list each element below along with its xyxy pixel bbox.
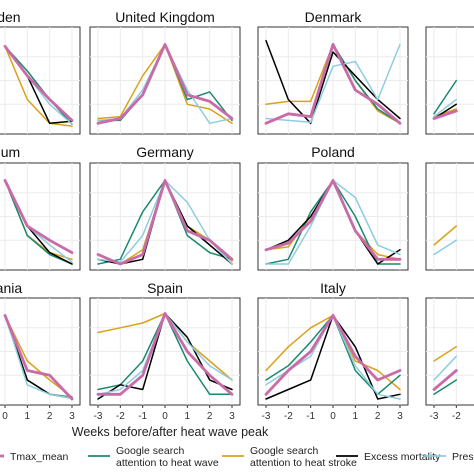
series-line-press <box>4 314 73 399</box>
panels-layer: eden United Kingdom Denmark Mgium Germany Pol… <box>0 9 474 422</box>
legend-label: Google search <box>250 445 318 457</box>
series-line-press <box>265 43 401 124</box>
x-tick-label: -3 <box>262 411 271 422</box>
panel: Germany <box>89 144 241 271</box>
x-tick-label: -3 <box>430 411 439 422</box>
panel-title: Spain <box>147 280 183 296</box>
series-line-heatwave <box>4 179 73 265</box>
series-line-heatstroke <box>433 225 458 246</box>
series-line-press <box>433 239 458 256</box>
panel: gium <box>0 144 81 271</box>
series-line-tmax <box>3 313 74 401</box>
x-tick-label: 0 <box>330 411 336 422</box>
x-axis-title: Weeks before/after heat wave peak <box>72 425 269 439</box>
series-line-tmax <box>96 178 234 266</box>
panel-title: gium <box>0 144 20 160</box>
legend-entry-press: Press <box>424 451 474 463</box>
panel: United Kingdom <box>89 9 241 135</box>
series-line-heatstroke <box>4 45 73 127</box>
series-line-tmax <box>432 109 458 120</box>
x-tick-label: 1 <box>185 411 191 422</box>
panel: M <box>425 26 474 135</box>
legend-label: attention to heat wave <box>116 457 219 469</box>
legend-entry-mortality: Excess mortality <box>336 451 441 463</box>
series-line-tmax <box>264 43 402 125</box>
x-tick-label: 3 <box>229 411 235 422</box>
legend-label: Excess mortality <box>364 451 441 463</box>
series-line-heatstroke <box>433 346 458 362</box>
x-tick-label: -1 <box>306 411 315 422</box>
panel-title: United Kingdom <box>115 9 215 25</box>
panel <box>425 162 474 271</box>
panel-title: nania <box>0 280 22 296</box>
series-line-press <box>433 98 458 118</box>
x-tick-label: 3 <box>69 411 75 422</box>
x-tick-label: -1 <box>138 411 147 422</box>
panel: Poland <box>257 144 409 271</box>
x-tick-label: 0 <box>2 411 8 422</box>
series-line-heatwave <box>433 79 458 115</box>
x-tick-label: 2 <box>375 411 381 422</box>
series-line-tmax <box>264 178 402 261</box>
x-tick-label: -2 <box>116 411 125 422</box>
panel-title: eden <box>0 9 21 25</box>
legend-entry-tmax: Tmax_mean <box>0 451 69 463</box>
panel-title: Poland <box>311 144 355 160</box>
x-tick-label: -2 <box>452 411 461 422</box>
panel-title: Denmark <box>305 9 363 25</box>
series-line-tmax <box>264 313 402 396</box>
panel: eden <box>0 9 81 135</box>
x-tick-label: 2 <box>207 411 213 422</box>
panel: Denmark <box>257 9 409 135</box>
x-tick-label: 1 <box>25 411 31 422</box>
series-line-tmax <box>432 369 458 391</box>
legend-label: Press <box>452 451 474 463</box>
x-tick-label: -2 <box>284 411 293 422</box>
series-line-tmax <box>96 43 234 125</box>
series-line-tmax <box>96 312 234 396</box>
panel-title: Germany <box>136 144 194 160</box>
series-line-heatwave <box>433 379 458 396</box>
series-line-tmax <box>3 178 74 255</box>
series-line-press <box>433 355 458 381</box>
legend-label: Tmax_mean <box>10 451 69 463</box>
x-tick-label: 3 <box>397 411 403 422</box>
panel: Italy -3 -2 -1 0 1 2 3 <box>257 280 409 422</box>
x-tick-label: 0 <box>162 411 168 422</box>
x-tick-label: 2 <box>47 411 53 422</box>
panel-title: Italy <box>320 280 346 296</box>
x-tick-label: -3 <box>94 411 103 422</box>
legend-label: Google search <box>116 445 184 457</box>
x-tick-label: 1 <box>353 411 359 422</box>
series-line-tmax <box>3 44 74 122</box>
panel: Spain -3 -2 -1 0 1 2 3 <box>89 280 241 422</box>
legend-label: attention to heat stroke <box>250 457 357 469</box>
